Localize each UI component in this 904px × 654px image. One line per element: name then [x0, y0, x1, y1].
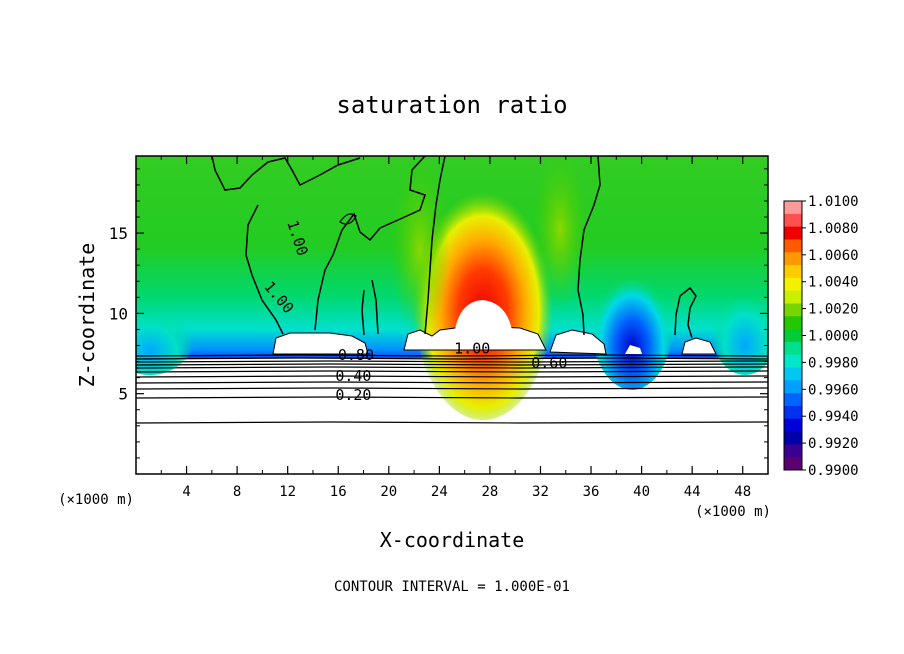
- colorbar-segment: [784, 367, 802, 381]
- colorbar-segment: [784, 329, 802, 343]
- moist-band: [532, 156, 588, 310]
- colorbar-tick-label: 1.0040: [808, 275, 859, 291]
- contour-line-1.00: [361, 279, 379, 336]
- colorbar-segment: [784, 201, 802, 215]
- x-axis-unit: (×1000 m): [695, 504, 771, 520]
- colorbar-segment: [784, 405, 802, 420]
- colorbar-segment: [784, 213, 802, 228]
- colorbar-tick-label: 0.9900: [808, 463, 859, 479]
- x-tick-label: 40: [633, 484, 650, 500]
- contour-line-1.00: [577, 156, 601, 336]
- colorbar-tick-label: 1.0060: [808, 248, 859, 264]
- x-tick-label: 36: [583, 484, 600, 500]
- subsaturation-core-far-right: [710, 275, 768, 375]
- contour-lines-lower: [136, 354, 768, 424]
- colorbar-segment: [784, 393, 802, 407]
- colorbar-tick-label: 1.0020: [808, 302, 859, 318]
- cloud-region: [403, 325, 547, 351]
- colorbar-segment: [784, 239, 802, 253]
- colorbar-segment: [784, 290, 802, 304]
- contour-label: 1.00: [454, 340, 490, 358]
- cloud-region: [455, 300, 512, 330]
- colorbar-segment: [784, 354, 802, 369]
- x-tick-label: 28: [481, 484, 498, 500]
- contour-label: 0.60: [531, 354, 567, 372]
- contour-label: 0.40: [335, 367, 371, 385]
- colorbar-segment: [784, 316, 802, 330]
- colorbar-segment: [784, 252, 802, 266]
- y-axis-unit: (×1000 m): [58, 492, 134, 508]
- contour-label: 0.20: [335, 386, 371, 404]
- cloud-region: [272, 332, 369, 355]
- contour-interval-note: CONTOUR INTERVAL = 1.000E-01: [334, 579, 570, 595]
- colorbar-tick-label: 0.9960: [808, 382, 859, 398]
- contour-line-1.00: [339, 213, 357, 225]
- cloud-region: [549, 329, 607, 355]
- x-tick-label: 20: [380, 484, 397, 500]
- cloud-region: [625, 345, 642, 354]
- colorbar-tick-label: 0.9980: [808, 355, 859, 371]
- x-tick-label: 24: [431, 484, 448, 500]
- plot-frame: [135, 155, 769, 475]
- contour-line-1.00: [424, 156, 446, 335]
- colorbar-tick-label: 1.0100: [808, 194, 859, 210]
- moist-band: [390, 160, 450, 340]
- x-tick-label: 12: [279, 484, 296, 500]
- x-tick-label: 8: [233, 484, 241, 500]
- contour-line-1.00: [211, 156, 361, 335]
- colorbar-segment: [784, 431, 802, 445]
- contour-line-1.00: [674, 286, 697, 339]
- colorbar-segment: [784, 418, 802, 433]
- cloud-region: [681, 337, 717, 355]
- colorbar: 1.0100 1.0080 1.0060 1.0040 1.0020 1.0000 0.99…: [783, 194, 859, 479]
- colorbar-segment: [784, 457, 802, 471]
- x-axis-label: X-coordinate: [380, 528, 525, 552]
- x-axis: 4 8 12 16 20 24 28 32 36 40 44 48: [160, 156, 751, 500]
- colorbar-segment: [784, 303, 802, 317]
- y-tick-label: 15: [109, 224, 128, 243]
- y-tick-label: 10: [109, 304, 128, 323]
- chart-title: saturation ratio: [336, 91, 567, 119]
- colorbar-segment: [784, 265, 802, 279]
- colorbar-segment: [784, 341, 802, 356]
- x-tick-label: 44: [684, 484, 701, 500]
- colorbar-segment: [784, 444, 802, 458]
- x-tick-label: 4: [182, 484, 190, 500]
- y-axis-label: Z-coordinate: [75, 243, 99, 388]
- colorbar-tick-label: 1.0080: [808, 221, 859, 237]
- colorbar-segment: [784, 226, 802, 240]
- colorbar-segment: [784, 380, 802, 394]
- y-axis: 5 10 15: [109, 168, 768, 459]
- subsaturation-core-left: [136, 295, 195, 375]
- y-tick-label: 5: [118, 385, 128, 404]
- x-tick-label: 32: [532, 484, 549, 500]
- colorbar-tick-label: 1.0000: [808, 329, 859, 345]
- colorbar-tick-label: 0.9940: [808, 409, 859, 425]
- contour-line-1.00: [314, 156, 426, 331]
- contour-label: 0.80: [338, 346, 374, 364]
- x-tick-label: 48: [734, 484, 751, 500]
- colorbar-tick-label: 0.9920: [808, 436, 859, 452]
- x-tick-label: 16: [330, 484, 347, 500]
- heatmap-field: [136, 156, 768, 474]
- colorbar-segment: [784, 277, 802, 292]
- subsaturation-core-right: [590, 250, 674, 390]
